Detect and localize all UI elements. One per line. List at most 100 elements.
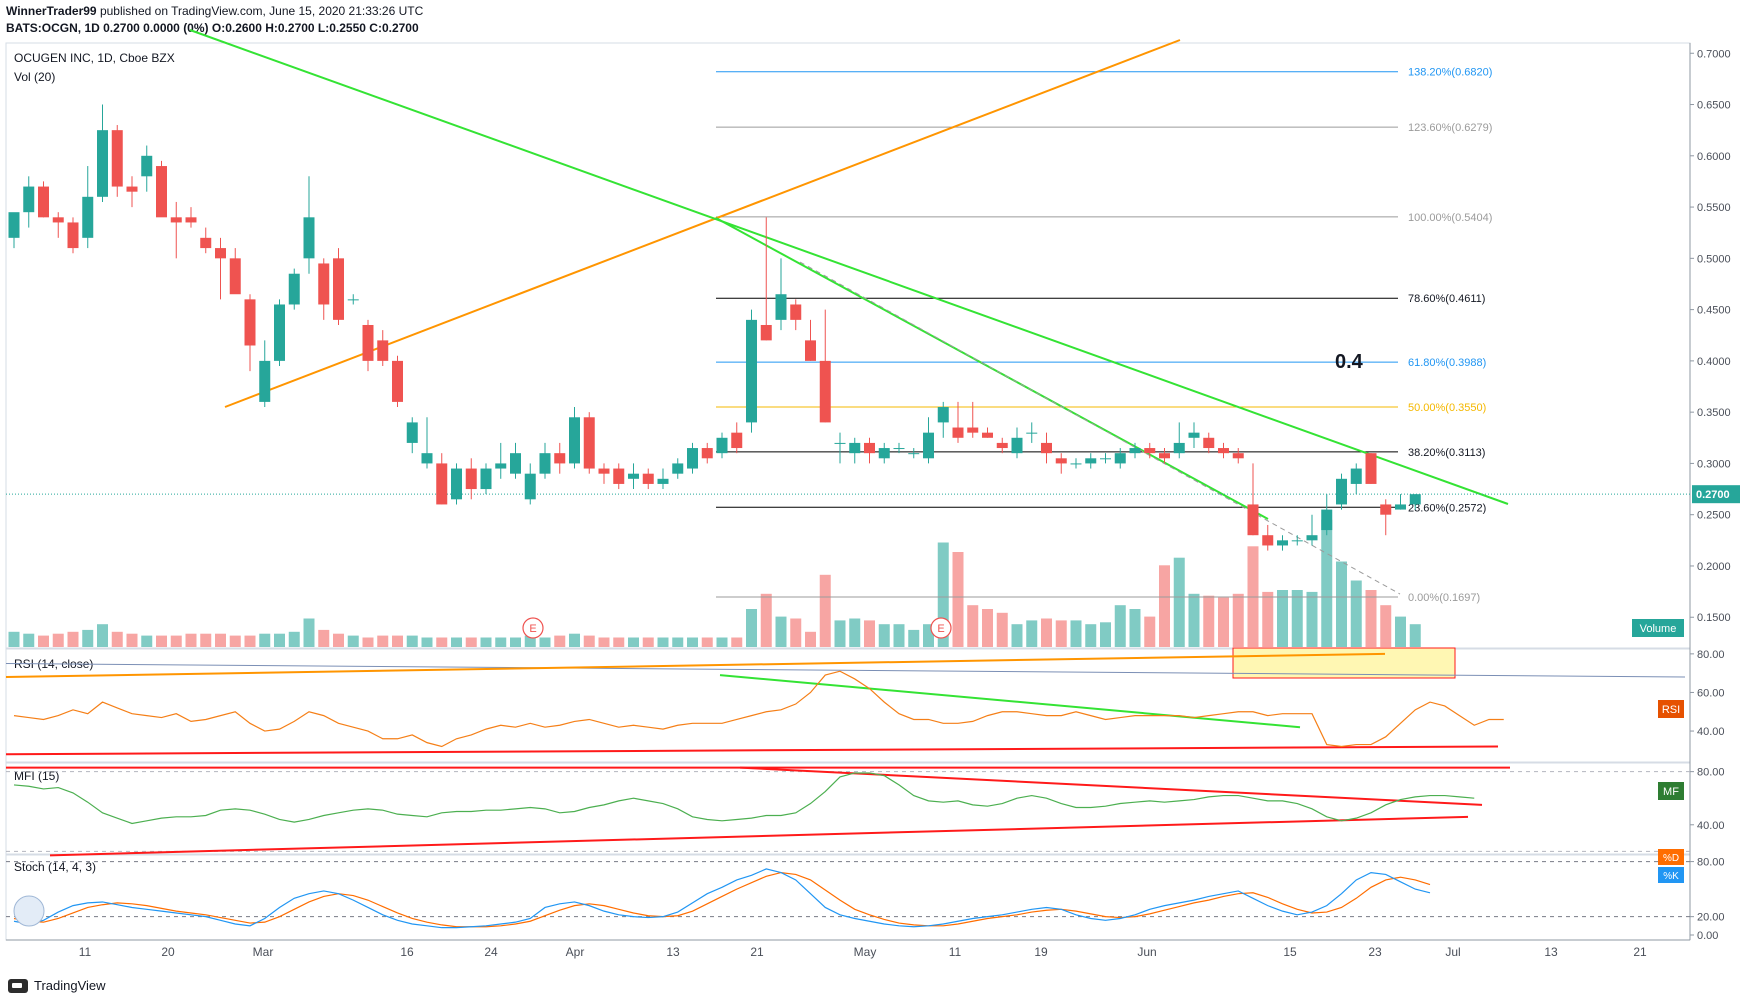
fib-level-label: 138.20%(0.6820) [1408, 67, 1492, 79]
candle-body [937, 407, 949, 423]
volume-bar [819, 574, 831, 647]
volume-bar [1350, 580, 1362, 647]
candle-body [996, 442, 1008, 449]
volume-bar [583, 635, 595, 647]
rsi-tick-label: 80.00 [1697, 649, 1725, 661]
candle-body [465, 468, 477, 490]
candle-body [1365, 453, 1377, 484]
rsi-highlight-box [1232, 647, 1456, 679]
price-tick-label: 0.4000 [1697, 356, 1731, 368]
rsi-band-line [5, 663, 1686, 678]
volume-bar [421, 637, 433, 647]
price-tick-label: 0.2000 [1697, 561, 1731, 573]
volume-bar [790, 618, 802, 647]
candle-body [687, 448, 698, 469]
volume-bar [126, 633, 138, 647]
candle-body [1306, 535, 1318, 541]
time-axis-label: 19 [1034, 945, 1048, 959]
candle-body [1070, 463, 1082, 465]
price-tick-label: 0.2500 [1697, 510, 1731, 522]
candle-body [1277, 540, 1288, 546]
fib-level-label: 50.00%(0.3550) [1408, 402, 1486, 414]
candle-body [1114, 453, 1126, 464]
candle-body [23, 186, 35, 213]
candle-body [495, 463, 507, 469]
volume-bar [1100, 622, 1111, 647]
candle-body [819, 360, 831, 423]
volume-bar [1129, 609, 1141, 647]
pane-title-stoch: Stoch (14, 4, 3) [14, 860, 96, 874]
volume-bar [1173, 557, 1185, 647]
candle-body [480, 468, 492, 490]
volume-bar [82, 629, 94, 647]
volume-bar [923, 624, 934, 647]
volume-bar [23, 633, 35, 647]
volume-bar [539, 637, 551, 647]
candle-body [1085, 458, 1097, 464]
volume-bar [1041, 618, 1052, 647]
candle-body [229, 258, 241, 295]
fib-level-label: 100.00%(0.5404) [1408, 212, 1492, 224]
candle-body [406, 422, 418, 443]
volume-bar [392, 635, 403, 647]
volume-bar [1306, 591, 1318, 647]
rsi-trendline-green [719, 674, 1301, 729]
volume-bar [1291, 590, 1303, 647]
volume-bar [141, 635, 153, 647]
candle-body [790, 304, 802, 320]
fib-level-label: 23.60%(0.2572) [1408, 502, 1486, 514]
time-axis-label: 11 [949, 945, 962, 959]
candle-body [775, 294, 787, 320]
candle-body [967, 427, 979, 433]
candle-body [1041, 442, 1052, 454]
volume-bar [185, 633, 197, 647]
candle-body [141, 155, 153, 177]
volume-bar [908, 629, 920, 647]
volume-bar [8, 631, 20, 647]
volume-bar [937, 542, 949, 647]
volume-bar [229, 635, 241, 647]
time-axis-label: 23 [1368, 945, 1382, 959]
volume-bar [598, 637, 610, 647]
volume-bar [495, 637, 507, 647]
volume-bar [1380, 605, 1392, 647]
earnings-marker-label: E [529, 623, 536, 635]
candle-body [215, 248, 226, 259]
volume-bar [288, 631, 300, 647]
candle-body [1350, 468, 1362, 484]
volume-bar [687, 637, 698, 647]
volume-bar [1085, 624, 1097, 647]
volume-bar [406, 635, 418, 647]
candle-body [1188, 432, 1200, 438]
candle-body [628, 473, 639, 479]
volume-bar [170, 635, 182, 647]
volume-bar [849, 618, 861, 647]
candle-body [1232, 453, 1244, 459]
volume-bar [996, 612, 1008, 647]
volume-bar [1365, 590, 1377, 647]
volume-bar [701, 637, 713, 647]
volume-bar [760, 593, 772, 647]
candle-body [583, 417, 595, 469]
mfi-trendline-falling [739, 766, 1483, 806]
mfi-badge-label: MF [1663, 786, 1679, 798]
volume-bar [613, 637, 625, 647]
volume-bar [111, 631, 123, 647]
volume-bar [982, 609, 993, 647]
stoch-tick-label: 80.00 [1697, 857, 1725, 869]
volume-bar [274, 633, 285, 647]
time-axis-label: Mar [253, 945, 274, 959]
volume-bar [569, 633, 580, 647]
price-tick-label: 0.6500 [1697, 100, 1731, 112]
candle-body [38, 186, 49, 218]
rsi-trendline-red [5, 745, 1499, 756]
candle-body [111, 130, 123, 187]
pane-title-mfi: MFI (15) [14, 769, 59, 783]
candle-body [1100, 458, 1111, 460]
volume-bar [1114, 605, 1126, 647]
candle-body [982, 432, 993, 438]
candle-body [746, 319, 757, 423]
trendline-dashed [799, 261, 1401, 595]
volume-bar [333, 633, 344, 647]
